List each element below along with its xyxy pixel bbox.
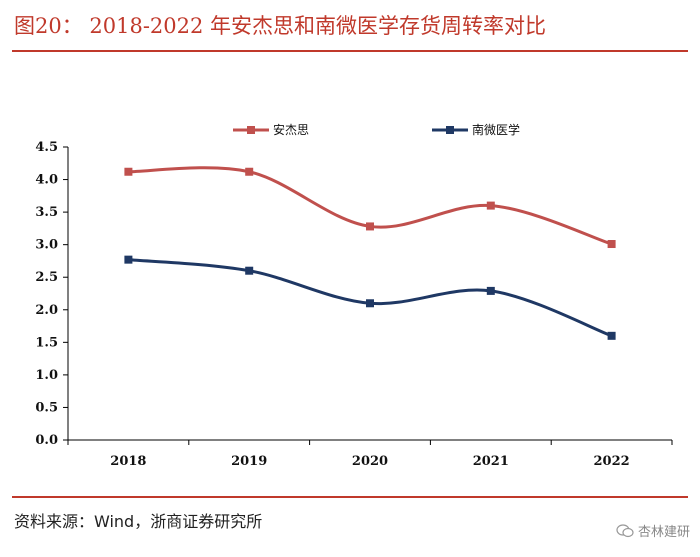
data-point [486,201,495,210]
watermark-text: 杏林建研 [637,525,690,540]
chart-series [124,166,616,340]
data-point [486,286,495,295]
chart-legend: 安杰思 南微医学 [233,122,520,137]
legend-marker-2 [446,126,454,134]
series-line-2 [128,258,613,338]
data-point [607,240,616,249]
x-tick-label: 2022 [594,454,630,469]
y-tick-label: 0.0 [35,433,58,448]
wechat-icon [616,523,634,537]
y-tick-label: 1.5 [35,335,58,350]
y-tick-label: 4.0 [35,173,58,188]
figure-title: 图20： 2018-2022 年安杰思和南微医学存货周转率对比 [14,14,547,38]
title-divider [12,50,688,52]
x-tick-label: 2018 [110,454,146,469]
y-tick-label: 0.5 [35,400,58,415]
y-tick-label: 4.5 [35,140,58,155]
data-point [124,167,133,176]
watermark: 杏林建研 [616,521,690,540]
y-tick-label: 2.0 [35,303,58,318]
source-note: 资料来源：Wind，浙商证券研究所 [14,512,263,531]
legend-marker-1 [247,126,255,134]
y-tick-label: 3.0 [35,238,58,253]
x-tick-label: 2019 [231,454,267,469]
y-tick-label: 2.5 [35,270,58,285]
series-line-1 [128,166,613,246]
data-point [366,299,374,308]
x-tick-label: 2020 [352,454,388,469]
data-point [366,222,374,231]
legend-label-1: 安杰思 [273,122,309,137]
legend-label-2: 南微医学 [472,122,520,137]
y-tick-label: 1.0 [35,368,58,383]
data-point [124,255,133,264]
line-chart: 0.0 0.5 1.0 1.5 2.0 2.5 3.0 3.5 4.0 4.5 2018 2019 20… [35,122,673,469]
x-tick-label: 2021 [473,454,509,469]
data-point [607,331,616,340]
data-point [245,167,254,176]
source-divider [12,496,688,498]
chart-axes: 0.0 0.5 1.0 1.5 2.0 2.5 3.0 3.5 4.0 4.5 2018 2019 20… [35,140,673,469]
y-tick-label: 3.5 [35,205,58,220]
data-point [245,266,254,275]
